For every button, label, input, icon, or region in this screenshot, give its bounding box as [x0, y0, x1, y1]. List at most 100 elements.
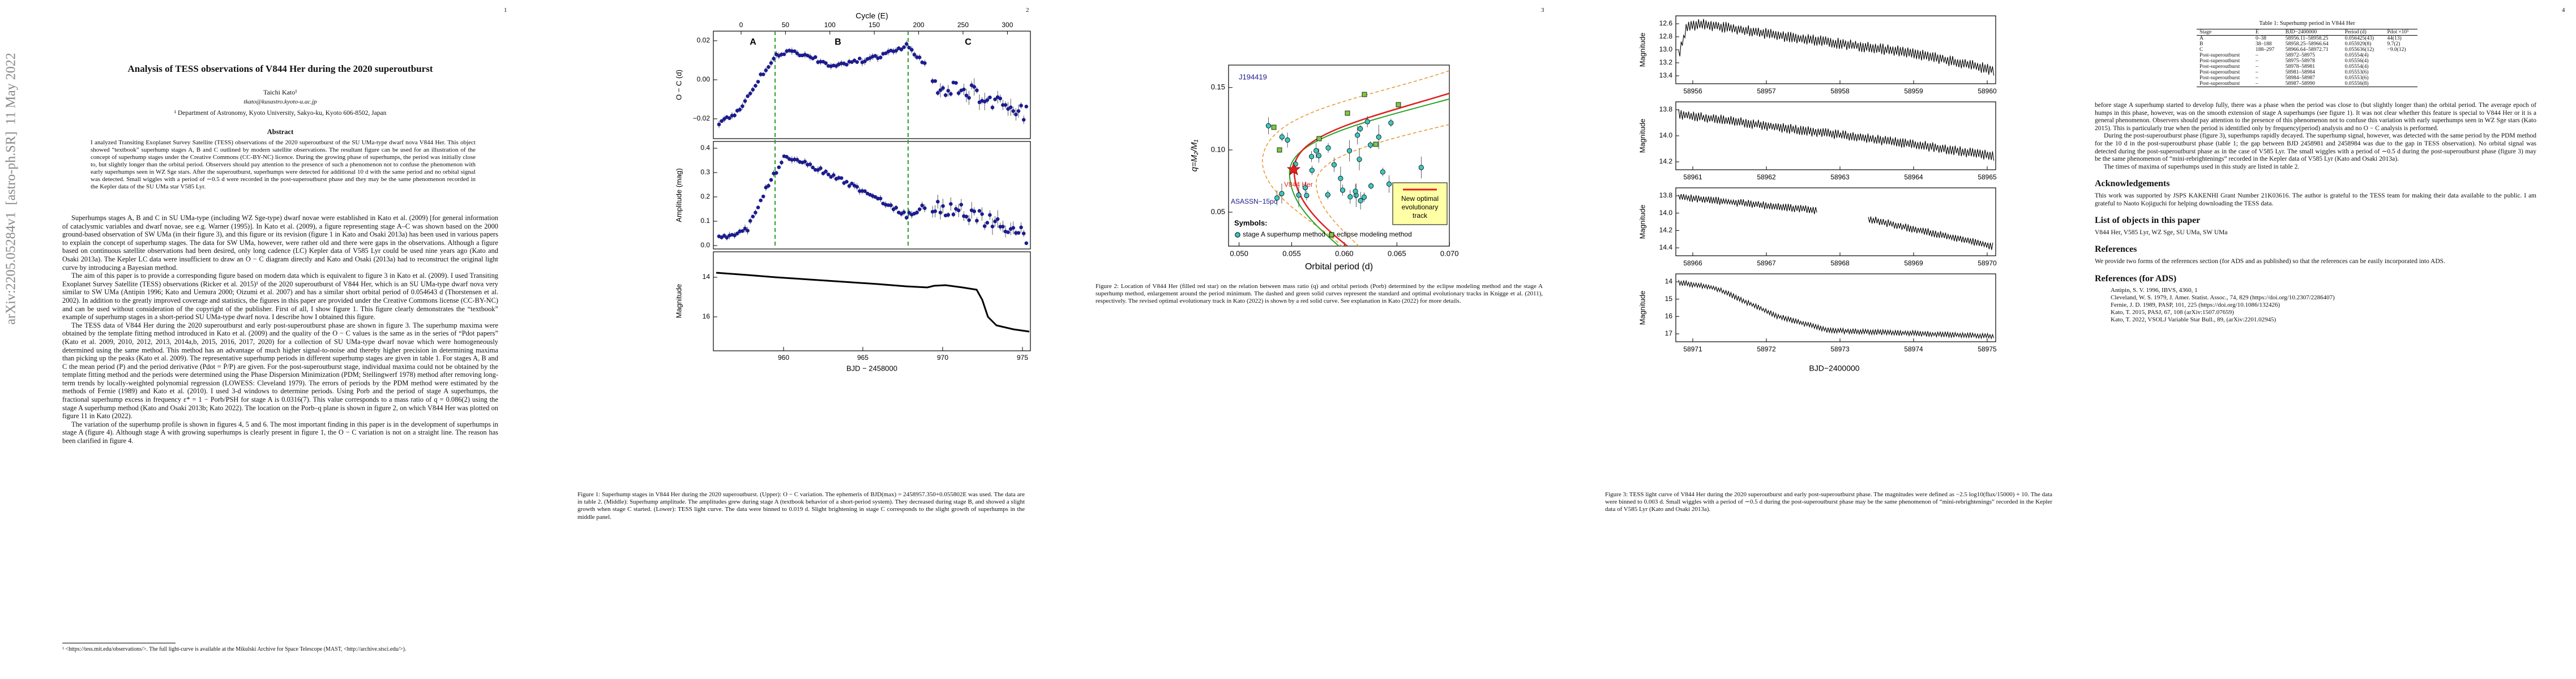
tick-label: 58974 — [1904, 345, 1923, 353]
data-point — [782, 52, 786, 57]
data-point — [1340, 187, 1346, 193]
data-point — [907, 210, 912, 215]
tick-label: 0.4 — [700, 144, 710, 152]
light-curve — [716, 272, 1030, 333]
data-point — [936, 200, 940, 204]
tick-label: 16 — [1665, 312, 1673, 320]
data-point — [1355, 132, 1360, 138]
data-point — [1358, 126, 1363, 132]
data-point — [1277, 147, 1282, 153]
data-point — [767, 184, 771, 188]
data-point — [1376, 134, 1381, 140]
data-point — [954, 81, 958, 85]
light-curve — [1868, 216, 1993, 250]
tick-label: 58964 — [1904, 173, 1923, 181]
data-point — [1302, 184, 1308, 191]
table-cell: −9.0(12) — [2387, 47, 2406, 53]
page-number: 2 — [1026, 7, 1029, 14]
table-cell — [2385, 53, 2418, 58]
data-point — [1309, 154, 1315, 160]
tick-label: 12.8 — [1659, 32, 1673, 40]
panel-frame — [1675, 101, 1996, 170]
data-point — [1019, 225, 1023, 230]
data-point — [1313, 148, 1319, 153]
table-cell — [2385, 70, 2418, 75]
object-label: J194419 — [1239, 72, 1267, 81]
tick-label: 13.2 — [1659, 58, 1673, 66]
tick-label: 58958 — [1830, 87, 1850, 95]
table-cell: Post-superoutburst — [2200, 58, 2240, 64]
section-heading: Acknowledgements — [2095, 179, 2170, 189]
last-page-text: before stage A superhump started to deve… — [2095, 102, 2536, 324]
data-point — [1345, 110, 1350, 116]
column-header: Period (d) — [2344, 29, 2367, 35]
tick-label: 14.0 — [1659, 131, 1673, 139]
tick-label: 14.2 — [1659, 157, 1673, 165]
table-cell: 58966.64–58972.71 — [2285, 47, 2329, 53]
table-cell: 0.05556(4) — [2344, 58, 2369, 64]
axis-label: Cycle (E) — [855, 11, 888, 20]
paragraph: The aim of this paper is to provide a co… — [62, 272, 498, 321]
tick-label: 50 — [782, 21, 790, 29]
data-point — [956, 208, 961, 213]
data-point — [1361, 194, 1367, 200]
data-point — [795, 157, 799, 162]
light-curve — [1678, 194, 1817, 214]
data-point — [813, 55, 818, 59]
tick-label: 970 — [937, 354, 948, 362]
data-point — [949, 92, 953, 96]
axis-label: Magnitude — [1638, 33, 1646, 67]
tick-label: 58960 — [1978, 87, 1997, 95]
tick-label: 13.8 — [1659, 105, 1673, 113]
data-point — [920, 203, 925, 208]
paragraph: Superhumps stages A, B and C in SU UMa-t… — [62, 214, 498, 272]
table-cell — [2385, 81, 2418, 87]
table-cell: 58987–58990 — [2285, 81, 2316, 87]
tick-label: 12.6 — [1659, 19, 1673, 27]
table-cell: – — [2256, 70, 2258, 75]
data-point — [998, 96, 1003, 101]
data-point — [1001, 225, 1005, 229]
data-point — [761, 72, 765, 76]
table-row: Post-superoutburst – 58975–58978 0.05556(4) — [2197, 58, 2417, 64]
data-point — [917, 207, 922, 212]
table-cell: 38–188 — [2256, 41, 2272, 47]
data-point — [738, 108, 742, 111]
table-cell: C — [2200, 47, 2203, 53]
column-header: E — [2256, 29, 2259, 35]
tick-label: 0.0 — [700, 241, 710, 249]
data-point — [793, 49, 797, 53]
tick-label: 58956 — [1683, 87, 1702, 95]
tick-label: −0.02 — [693, 114, 711, 122]
data-point — [1296, 192, 1302, 198]
figure-caption: Figure 2: Location of V844 Her (filled r… — [1096, 283, 1543, 305]
stage-label: C — [965, 37, 972, 47]
data-point — [995, 217, 1000, 221]
table-row: A 0–38 58956.11–58958.25 0.056425(43) 44(13) — [2197, 36, 2417, 41]
box-text: track — [1413, 212, 1428, 220]
table-cell: 58984–58987 — [2285, 75, 2316, 81]
paragraph: The TESS data of V844 Her during the 202… — [62, 321, 498, 420]
paragraph: V844 Her, V585 Lyr, WZ Sge, SU UMa, SW U… — [2095, 229, 2228, 236]
axis-label: Magnitude — [674, 284, 683, 319]
table-cell: – — [2256, 58, 2258, 64]
figure-3: Magnitude 58956 58957 58958 58959 58960 12.6 12… — [1638, 15, 1997, 373]
data-point — [1331, 162, 1337, 167]
data-point — [941, 86, 945, 90]
tick-label: 58967 — [1757, 259, 1776, 267]
tick-label: 13.4 — [1659, 71, 1673, 79]
data-point — [951, 212, 956, 217]
table-block: Table 1: Superhump period in V844 Her St… — [2197, 20, 2417, 87]
tick-label: 0.070 — [1440, 249, 1459, 257]
table-row: C 188–297 58966.64–58972.71 0.055636(12) −9.… — [2197, 47, 2417, 53]
data-point — [1362, 92, 1367, 97]
paragraph: before stage A superhump started to deve… — [2095, 102, 2536, 132]
data-point — [1024, 105, 1029, 109]
data-point — [767, 65, 771, 69]
data-point — [933, 79, 938, 83]
data-point — [956, 91, 961, 95]
panel-frame — [713, 251, 1031, 351]
data-point — [819, 59, 823, 64]
data-point — [845, 63, 849, 67]
data-point — [795, 51, 799, 55]
